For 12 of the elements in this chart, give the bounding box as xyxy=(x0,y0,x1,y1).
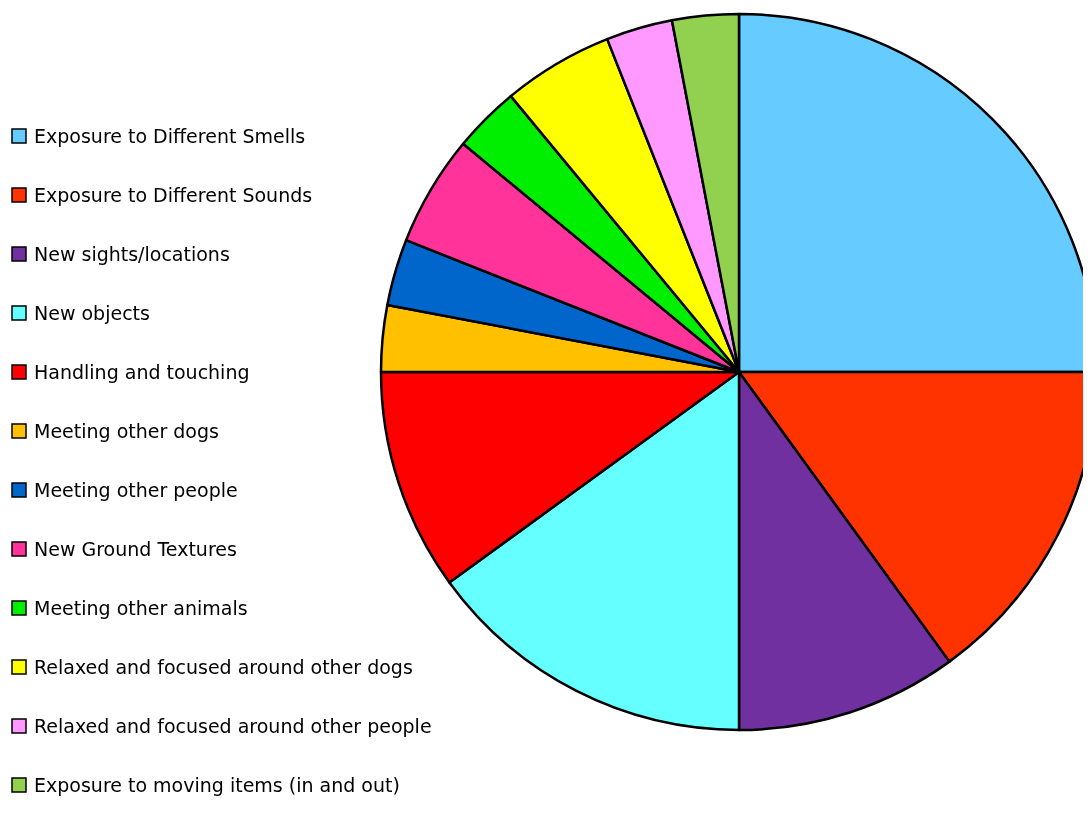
legend-label: Meeting other animals xyxy=(34,597,248,619)
legend-label: Exposure to Different Sounds xyxy=(34,184,313,206)
legend-label: Handling and touching xyxy=(34,361,250,383)
legend-label: Exposure to Different Smells xyxy=(34,125,306,147)
legend-label: New Ground Textures xyxy=(34,538,237,560)
legend-label: New objects xyxy=(34,302,150,324)
legend-label: Relaxed and focused around other people xyxy=(34,715,432,737)
legend-label: Relaxed and focused around other dogs xyxy=(34,656,413,678)
legend-label: Exposure to moving items (in and out) xyxy=(34,774,400,796)
legend-label: New sights/locations xyxy=(34,243,230,265)
legend-label: Meeting other people xyxy=(34,479,238,501)
legend-label: Meeting other dogs xyxy=(34,420,219,442)
